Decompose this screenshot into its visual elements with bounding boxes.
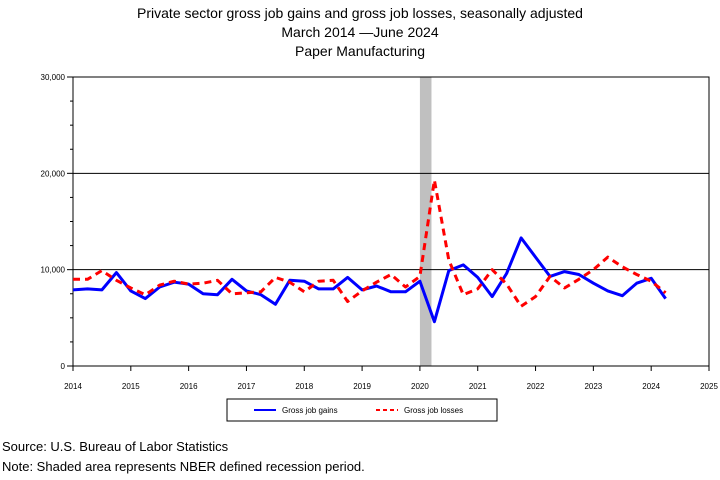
legend-label: Gross job losses [404,406,463,415]
x-tick-label: 2016 [180,382,198,391]
chart-title: Private sector gross job gains and gross… [137,5,583,21]
x-tick-label: 2023 [584,382,602,391]
x-tick-label: 2017 [238,382,256,391]
x-tick-label: 2014 [64,382,82,391]
chart-title-block: Private sector gross job gains and gross… [0,4,720,61]
y-tick-label: 10,000 [41,266,66,275]
x-tick-label: 2025 [700,382,718,391]
x-tick-label: 2024 [642,382,660,391]
legend-box [226,398,498,422]
recession-shade [419,77,432,366]
chart-subtitle-industry: Paper Manufacturing [295,43,425,59]
y-tick-label: 30,000 [41,73,66,82]
series-line-gross-job-losses [73,178,667,308]
recession-note: Note: Shaded area represents NBER define… [2,459,365,474]
x-tick-label: 2022 [527,382,545,391]
x-tick-label: 2015 [122,382,140,391]
x-tick-label: 2018 [295,382,313,391]
y-tick-label: 0 [61,362,66,371]
chart-subtitle: March 2014 —June 2024 [281,24,439,40]
x-tick-label: 2021 [469,382,487,391]
y-tick-label: 20,000 [41,169,66,178]
source-note: Source: U.S. Bureau of Labor Statistics [2,439,229,454]
plot-frame [72,76,710,367]
x-tick-label: 2020 [411,382,429,391]
x-tick-label: 2019 [353,382,371,391]
legend-label: Gross job gains [282,406,338,415]
